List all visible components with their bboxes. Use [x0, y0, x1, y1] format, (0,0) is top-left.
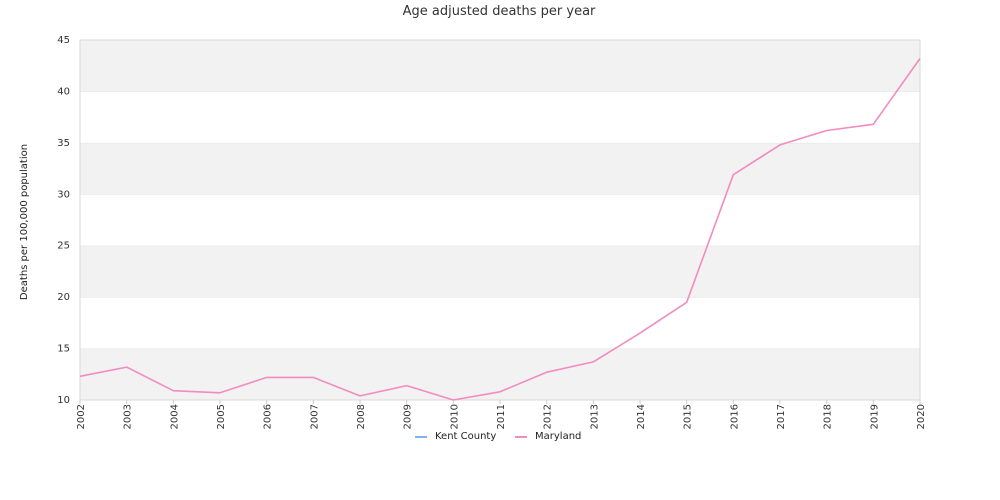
y-tick-label: 20: [57, 292, 70, 303]
y-tick-label: 30: [57, 189, 70, 200]
grid-band: [80, 91, 920, 143]
x-tick-label: 2010: [449, 404, 460, 429]
y-axis: 10 15 20 25 30 35 40 45: [57, 35, 70, 406]
plot-background: [80, 39, 920, 400]
x-tick-label: 2007: [309, 404, 320, 429]
x-tick-label: 2002: [76, 404, 87, 429]
grid-band: [80, 194, 920, 246]
x-tick-label: 2014: [636, 404, 647, 429]
chart-title: Age adjusted deaths per year: [403, 4, 596, 19]
y-tick-label: 35: [57, 138, 70, 149]
x-tick-label: 2015: [683, 404, 694, 429]
x-tick-label: 2005: [216, 404, 227, 429]
x-tick-label: 2020: [916, 404, 927, 429]
y-tick-label: 45: [57, 35, 70, 46]
legend-label-kent-county: Kent County: [435, 431, 496, 442]
x-tick-label: 2011: [496, 404, 507, 429]
x-tick-label: 2003: [123, 404, 134, 429]
y-axis-title: Deaths per 100,000 population: [19, 144, 30, 300]
series-lines: [79, 58, 921, 401]
x-tick-label: 2004: [169, 404, 180, 429]
y-tick-label: 15: [57, 344, 70, 355]
x-tick-label: 2017: [776, 404, 787, 429]
y-tick-label: 10: [57, 395, 70, 406]
x-tick-label: 2006: [263, 404, 274, 429]
legend-item-maryland[interactable]: Maryland: [515, 431, 581, 442]
y-tick-label: 40: [57, 86, 70, 97]
grid-band: [80, 245, 920, 298]
legend-label-maryland: Maryland: [535, 431, 581, 442]
legend: Kent County Maryland: [415, 431, 581, 442]
series-line-maryland[interactable]: [79, 58, 921, 401]
x-tick-label: 2009: [403, 404, 414, 429]
x-tick-label: 2019: [869, 404, 880, 429]
x-tick-label: 2013: [589, 404, 600, 429]
y-tick-label: 25: [57, 241, 70, 252]
legend-item-kent-county[interactable]: Kent County: [415, 431, 496, 442]
x-axis: 2002 2003 2004 2005 2006 2007 2008 2009 2010 2011…: [76, 400, 927, 429]
x-tick-label: 2016: [729, 404, 740, 429]
grid-band: [80, 142, 920, 195]
grid-band: [80, 40, 920, 92]
x-tick-label: 2018: [823, 404, 834, 429]
x-tick-label: 2008: [356, 404, 367, 429]
x-tick-label: 2012: [543, 404, 554, 429]
grid-band: [80, 297, 920, 349]
